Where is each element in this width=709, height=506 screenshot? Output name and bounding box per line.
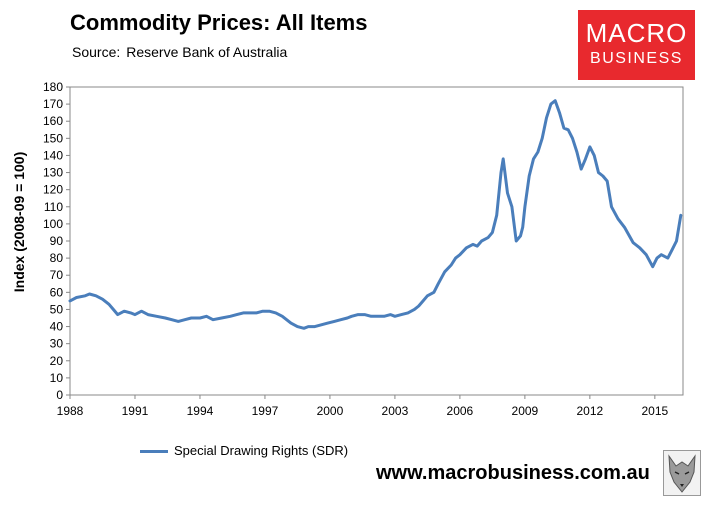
series-line-sdr: [68, 99, 683, 330]
y-tick-label: 0: [56, 388, 63, 402]
wolf-logo-icon: [663, 450, 701, 496]
x-tick-label: 2000: [317, 404, 344, 418]
y-tick-label: 120: [43, 183, 63, 197]
series-group: [68, 99, 683, 330]
y-tick-label: 150: [43, 131, 63, 145]
y-tick-label: 180: [43, 80, 63, 94]
source-label: Source:: [72, 44, 121, 60]
x-axis: 1988 1991 1994 1997 2000 2003 2006 2009 2012 2015: [57, 395, 669, 418]
x-tick-label: 1994: [187, 404, 214, 418]
website-url: www.macrobusiness.com.au: [376, 462, 650, 484]
y-tick-label: 60: [50, 285, 64, 299]
y-tick-label: 170: [43, 97, 63, 111]
y-tick-label: 10: [50, 371, 64, 385]
y-tick-label: 100: [43, 217, 63, 231]
plot-area: [69, 86, 684, 396]
x-tick-label: 1988: [57, 404, 84, 418]
y-tick-label: 160: [43, 114, 63, 128]
logo-line-1: MACRO: [585, 18, 688, 48]
y-tick-label: 90: [50, 234, 64, 248]
x-tick-label: 2015: [641, 404, 668, 418]
legend: Special Drawing Rights (SDR): [140, 443, 348, 458]
x-tick-label: 2006: [447, 404, 474, 418]
y-tick-label: 20: [50, 354, 64, 368]
logo-line-2: BUSINESS: [590, 50, 683, 67]
y-axis-label: Index (2008-09 = 100): [11, 152, 27, 292]
x-tick-label: 2012: [577, 404, 604, 418]
x-tick-label: 2003: [382, 404, 409, 418]
y-tick-label: 110: [44, 200, 63, 214]
source-line: Source: Reserve Bank of Australia: [72, 44, 287, 60]
macrobusiness-logo: MACRO BUSINESS: [578, 10, 695, 80]
x-tick-label: 2009: [512, 404, 539, 418]
y-tick-label: 140: [43, 148, 63, 162]
y-tick-label: 70: [50, 268, 64, 282]
y-tick-label: 50: [50, 302, 64, 316]
legend-swatch: [140, 450, 168, 454]
chart-title: Commodity Prices: All Items: [70, 10, 368, 35]
y-tick-label: 80: [50, 251, 64, 265]
y-axis: 0 10 20 30 40 50 60 70 80 90 100 110 120 130 140 150 160…: [43, 80, 70, 402]
source-value: Reserve Bank of Australia: [126, 44, 288, 60]
x-tick-label: 1991: [122, 404, 149, 418]
legend-label: Special Drawing Rights (SDR): [174, 443, 349, 458]
y-tick-label: 40: [50, 320, 64, 334]
y-tick-label: 130: [43, 166, 63, 180]
y-tick-label: 30: [50, 337, 64, 351]
x-tick-label: 1997: [252, 404, 279, 418]
